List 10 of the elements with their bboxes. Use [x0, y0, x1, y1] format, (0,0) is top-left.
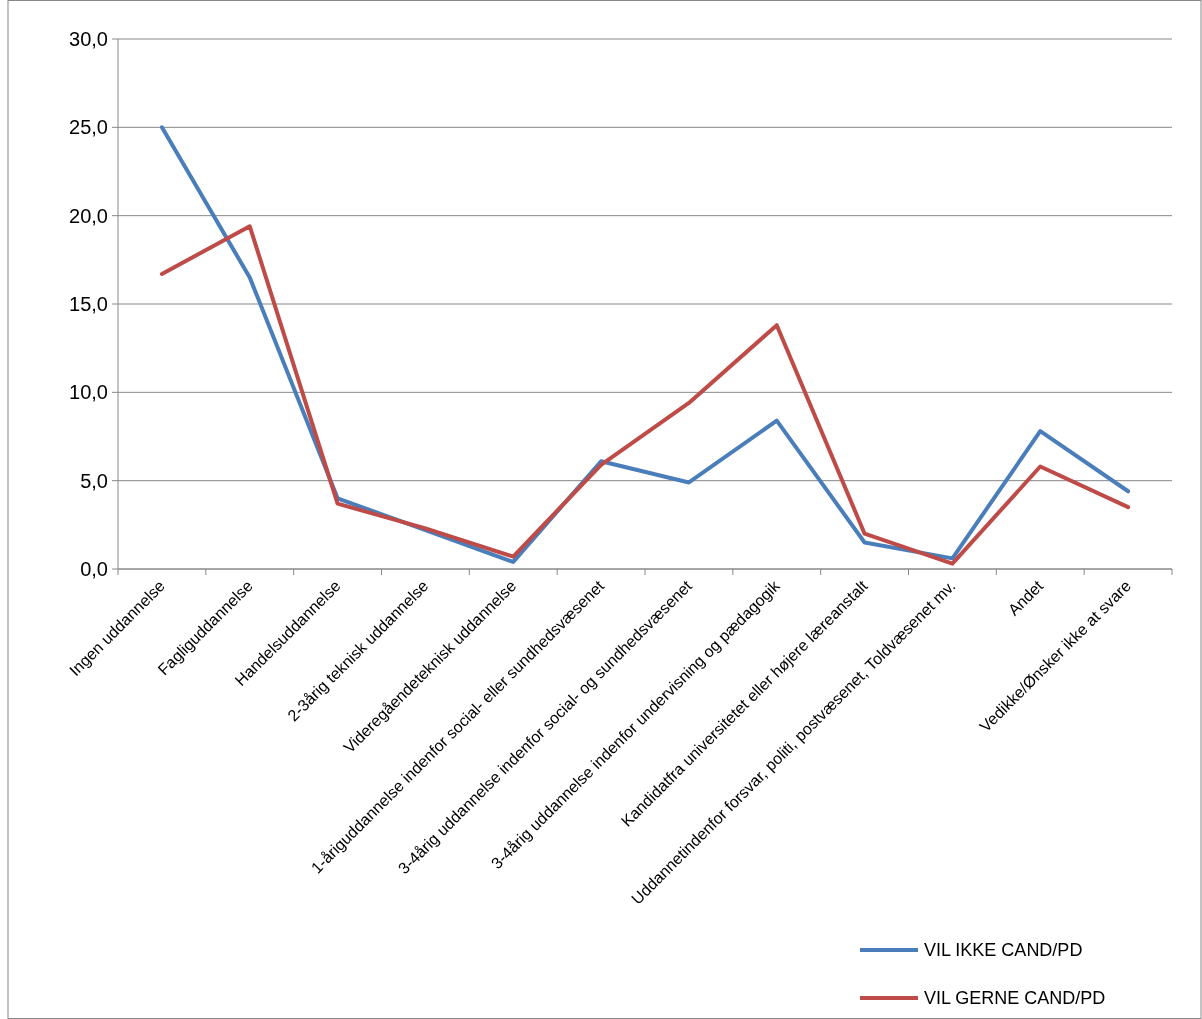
line-series — [159, 224, 1131, 566]
y-tick-label: 5,0 — [80, 469, 108, 492]
legend-label: VIL IKKE CAND/PD — [924, 940, 1083, 961]
y-tick-label: 30,0 — [69, 28, 108, 50]
y-tick-label: 10,0 — [69, 381, 108, 404]
y-tick-label: 20,0 — [69, 204, 108, 227]
legend-label: VIL GERNE CAND/PD — [924, 988, 1106, 1009]
y-tick-label: 0,0 — [80, 558, 108, 580]
y-tick-label: 25,0 — [69, 116, 108, 139]
y-tick-label: 15,0 — [69, 293, 108, 315]
